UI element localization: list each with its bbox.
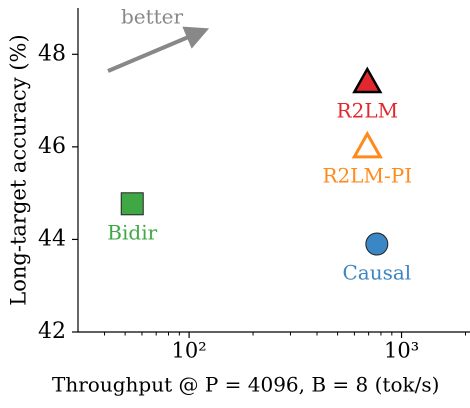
point-label: Causal	[342, 261, 411, 285]
point	[351, 130, 383, 159]
point	[365, 232, 389, 256]
better-arrow	[107, 26, 210, 73]
point-label: R2LM-PI	[322, 163, 412, 187]
x-tick-label: 10²	[172, 339, 207, 363]
point	[120, 192, 144, 216]
point	[352, 66, 383, 94]
x-tick-label: 10³	[384, 339, 419, 363]
y-axis-label: Long-target accuracy (%)	[7, 34, 31, 305]
y-tick-label: 42	[38, 319, 66, 344]
x-axis-label: Throughput @ P = 4096, B = 8 (tok/s)	[52, 373, 439, 397]
point-label: Bidir	[107, 220, 157, 244]
annotation: better	[121, 5, 184, 29]
y-tick-label: 44	[38, 226, 66, 251]
y-tick-label: 46	[38, 134, 66, 159]
y-tick-label: 48	[38, 41, 66, 66]
point-label: R2LM	[337, 99, 399, 123]
